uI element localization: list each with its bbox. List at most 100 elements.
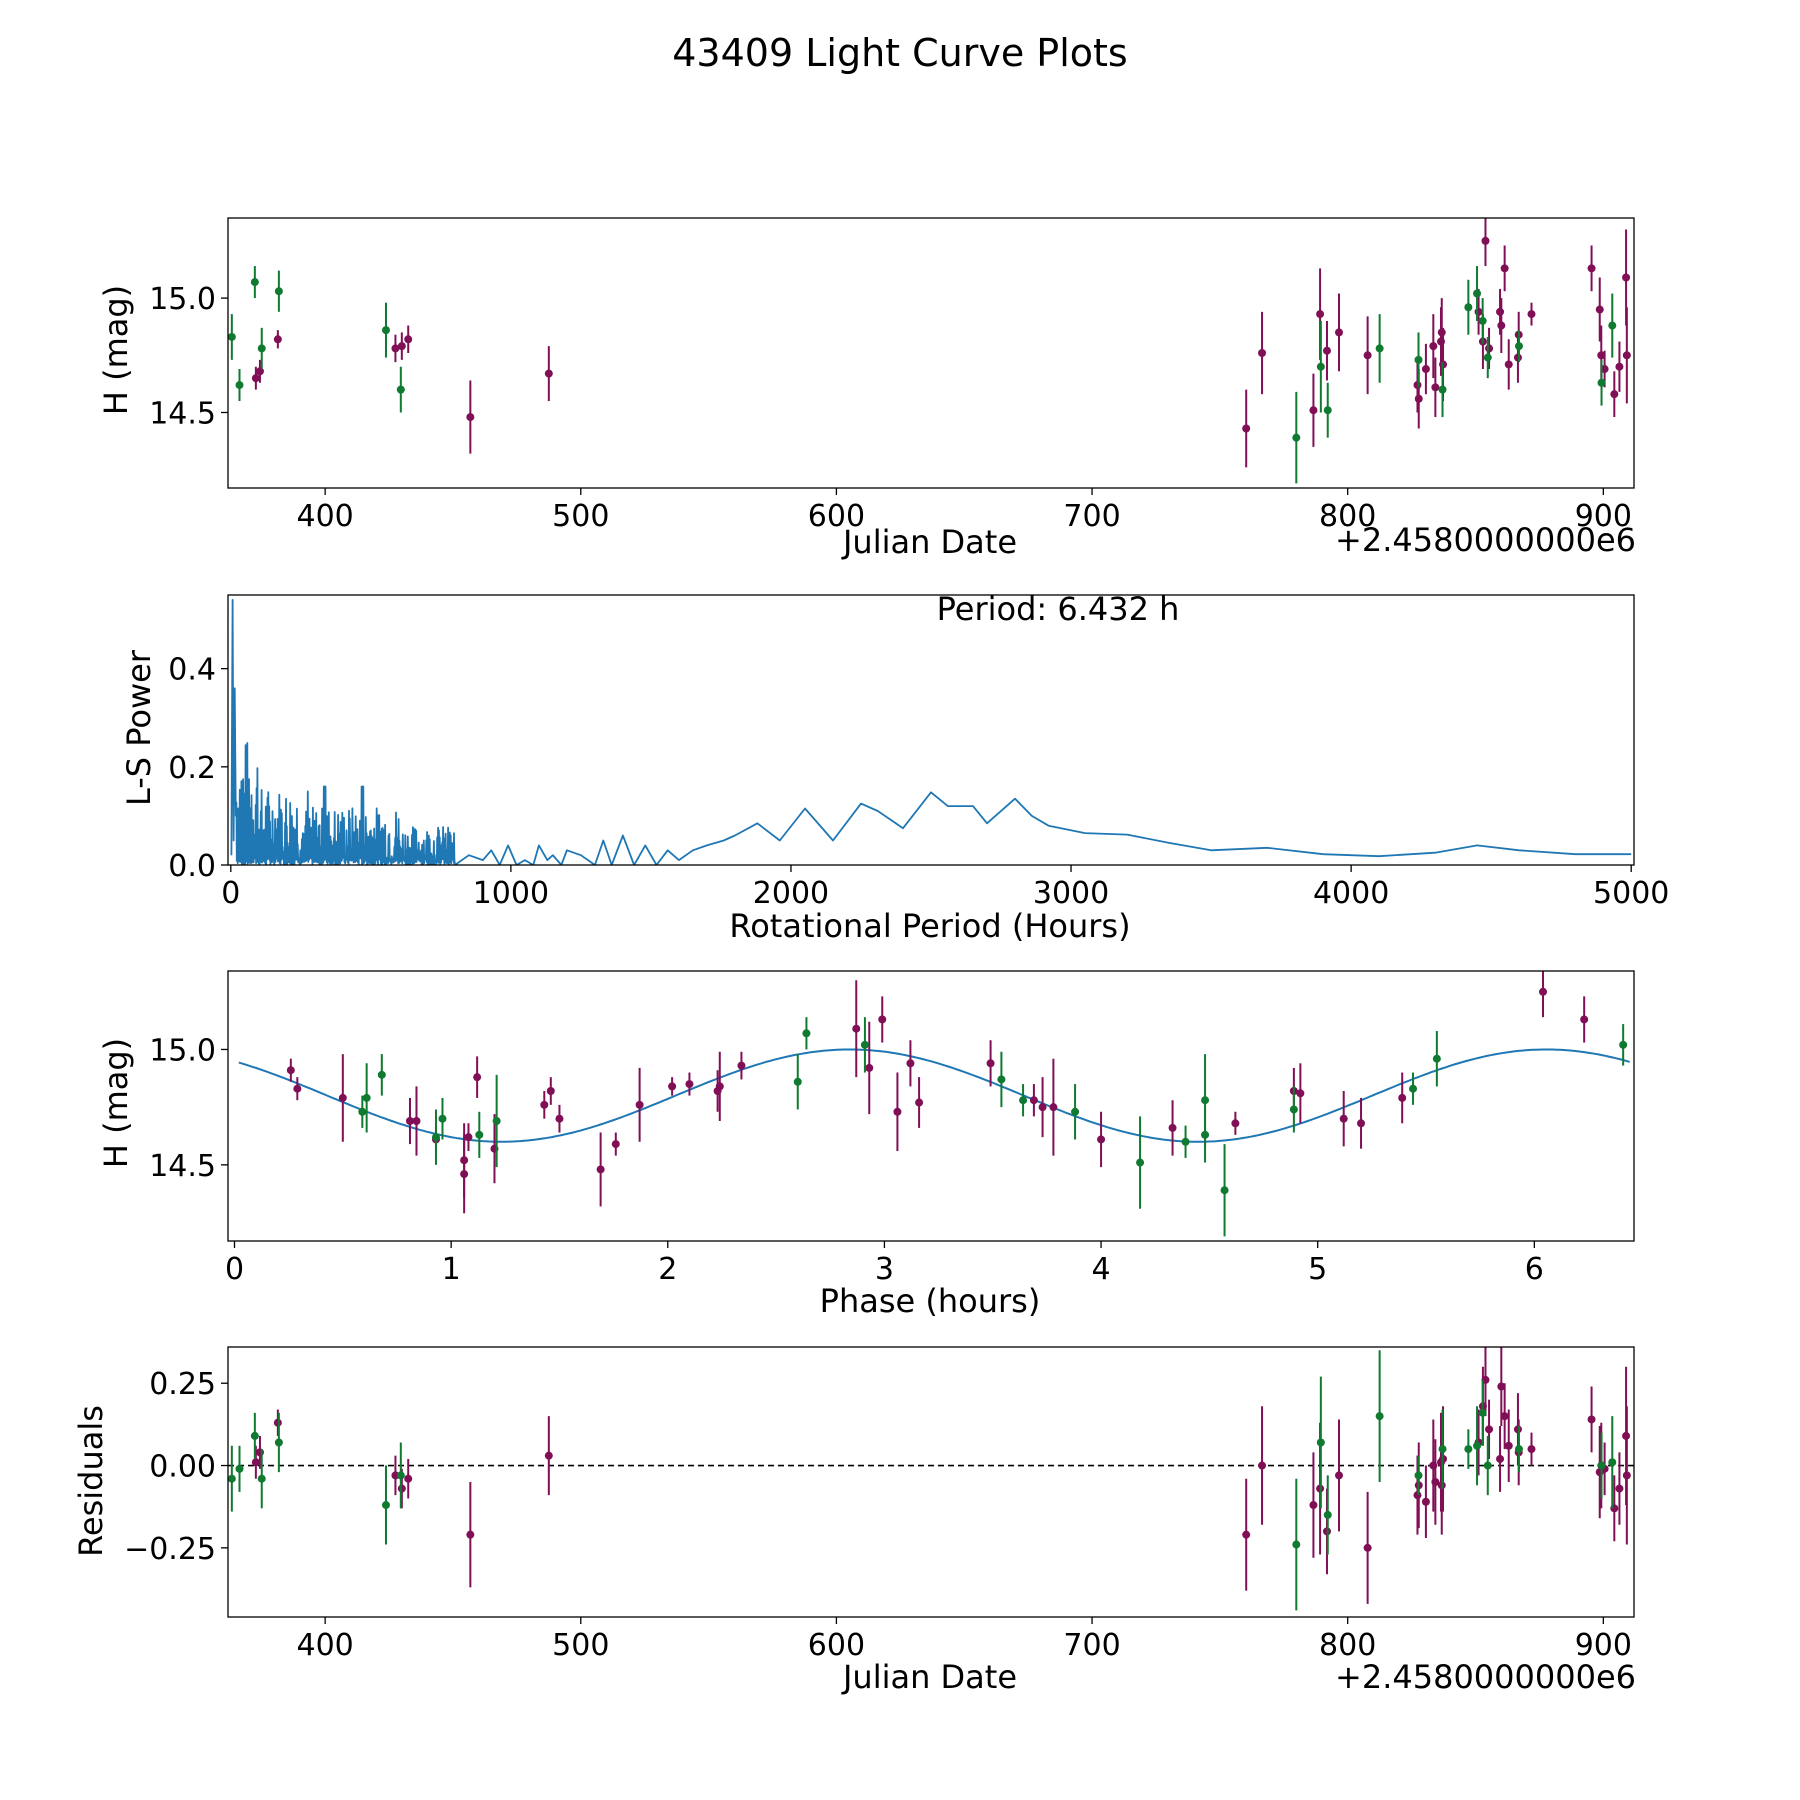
data-marker (986, 1059, 995, 1068)
data-marker (802, 1029, 811, 1038)
data-marker (1622, 351, 1631, 360)
data-marker (255, 1448, 264, 1457)
data-marker (1514, 342, 1523, 351)
data-marker (1431, 383, 1440, 392)
data-point-filter_a (1357, 1097, 1366, 1149)
data-point-filter_b (257, 1449, 266, 1509)
data-marker (255, 367, 264, 376)
residuals-axes-frame (227, 1346, 1635, 1618)
data-marker (228, 1474, 236, 1483)
data-point-filter_b (1292, 391, 1301, 484)
data-point-filter_b (396, 1442, 405, 1509)
data-point-filter_b (1597, 1432, 1606, 1499)
data-point-filter_a (466, 380, 475, 454)
x-tick-label: 4 (1092, 1252, 1111, 1287)
data-point-filter_b (1201, 1107, 1210, 1163)
data-marker (492, 1117, 501, 1125)
data-marker (737, 1061, 746, 1070)
data-point-filter_a (1481, 218, 1490, 267)
data-point-filter_b (228, 1445, 236, 1512)
data-marker (250, 1431, 259, 1440)
data-marker (1485, 344, 1494, 353)
data-point-filter_a (1242, 1478, 1251, 1591)
data-point-filter_b (1464, 279, 1473, 335)
data-marker (235, 381, 244, 390)
data-point-filter_a (611, 1132, 620, 1156)
data-marker (1181, 1137, 1190, 1146)
data-point-filter_a (893, 1072, 902, 1151)
data-point-filter_b (1597, 359, 1606, 406)
data-marker (668, 1082, 677, 1091)
data-marker (1504, 1441, 1513, 1450)
data-point-filter_b (235, 1445, 244, 1492)
light-curve-panel: 400 500 600 700 800 900 14.5 15.0 Julian Date H… (97, 217, 1636, 561)
data-point-filter_a (906, 1040, 915, 1087)
data-marker (1496, 307, 1505, 316)
phased-curve-panel: 0 1 2 3 4 5 6 14.5 15.0 Phase (hours) H (mag) (97, 970, 1635, 1320)
data-point-filter_b (250, 266, 259, 299)
data-marker (1038, 1103, 1047, 1112)
data-marker (293, 1084, 302, 1093)
data-marker (466, 413, 475, 422)
data-point-filter_b (1608, 1416, 1617, 1509)
data-point-filter_a (685, 1072, 694, 1096)
data-marker (1019, 1096, 1028, 1105)
data-point-filter_a (1595, 277, 1604, 342)
data-marker (235, 1464, 244, 1473)
data-marker (1500, 264, 1509, 273)
data-point-filter_b (1019, 1084, 1028, 1117)
data-marker (1615, 362, 1624, 371)
data-point-filter_a (1029, 1084, 1038, 1117)
data-marker (1309, 1501, 1318, 1510)
y-tick-label: 0.2 (168, 751, 216, 786)
data-point-filter_a (878, 996, 887, 1043)
x-tick-label: 1000 (473, 876, 549, 911)
data-marker (273, 1418, 282, 1427)
data-marker (1485, 1425, 1494, 1434)
data-marker (1309, 406, 1318, 415)
data-point-filter_a (1500, 1383, 1509, 1450)
data-marker (1539, 987, 1548, 996)
data-marker (1478, 1408, 1487, 1417)
data-point-filter_b (1289, 1086, 1298, 1133)
data-point-filter_b (1619, 1024, 1628, 1066)
x-tick-label: 6 (1525, 1252, 1544, 1287)
data-marker (257, 1474, 266, 1483)
data-marker (1610, 390, 1619, 399)
data-marker (438, 1114, 447, 1123)
x-tick-label: 800 (1319, 499, 1376, 534)
x-tick-label: 600 (808, 499, 865, 534)
data-marker (1136, 1158, 1145, 1167)
data-point-filter_a (397, 332, 406, 360)
data-marker (473, 1073, 482, 1082)
x-tick-label: 400 (297, 1628, 354, 1663)
data-marker (404, 1474, 413, 1483)
data-marker (1413, 1491, 1422, 1500)
data-point-filter_a (1500, 245, 1509, 292)
x-tick-label: 4000 (1313, 876, 1389, 911)
data-point-filter_b (396, 366, 405, 413)
data-marker (1334, 1471, 1343, 1480)
data-point-filter_b (1220, 1144, 1229, 1237)
x-tick-label: 5000 (1593, 876, 1669, 911)
data-point-filter_a (1587, 1386, 1596, 1453)
data-point-filter_b (274, 270, 283, 312)
data-point-filter_a (737, 1051, 746, 1080)
data-point-filter_a (338, 1054, 347, 1142)
x-tick-label: 700 (1063, 1628, 1120, 1663)
data-marker (1414, 355, 1423, 364)
x-tick-label: 600 (808, 1628, 865, 1663)
data-point-filter_a (1539, 971, 1548, 1018)
data-marker (1437, 328, 1446, 337)
data-point-filter_a (986, 1040, 995, 1087)
data-marker (257, 344, 266, 353)
data-marker (906, 1059, 915, 1068)
data-point-filter_b (381, 302, 390, 358)
data-marker (1473, 289, 1482, 298)
data-point-filter_b (1316, 320, 1325, 413)
y-tick-label: 0.0 (168, 849, 216, 884)
data-point-filter_a (1258, 1406, 1267, 1525)
data-marker (381, 326, 390, 335)
data-marker (1316, 1438, 1325, 1447)
data-marker (1438, 1445, 1447, 1454)
